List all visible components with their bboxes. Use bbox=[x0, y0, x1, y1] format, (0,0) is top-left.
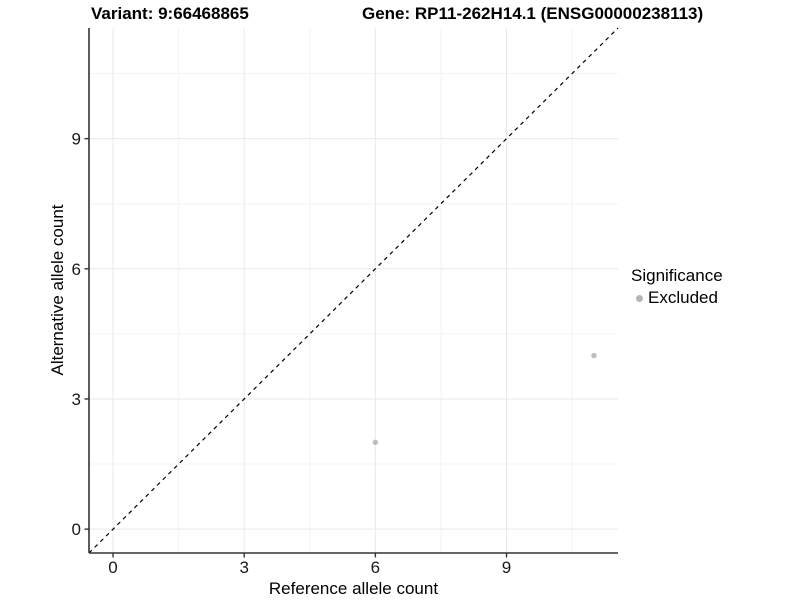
x-tick-label: 3 bbox=[239, 558, 248, 577]
legend: Significance Excluded bbox=[631, 266, 723, 308]
identity-line bbox=[88, 27, 619, 554]
y-tick-label: 3 bbox=[72, 390, 81, 409]
legend-title: Significance bbox=[631, 266, 723, 285]
y-tick-label: 0 bbox=[72, 520, 81, 539]
legend-item-excluded: Excluded bbox=[631, 288, 723, 308]
variant-title: Variant: 9:66468865 bbox=[91, 4, 249, 23]
legend-point-icon bbox=[636, 294, 643, 302]
y-tick-label: 9 bbox=[72, 130, 81, 149]
legend-item-label: Excluded bbox=[648, 288, 718, 307]
x-tick-label: 0 bbox=[108, 558, 117, 577]
y-tick-label: 6 bbox=[72, 260, 81, 279]
x-axis-title: Reference allele count bbox=[268, 579, 439, 598]
x-tick-label: 6 bbox=[371, 558, 380, 577]
data-point bbox=[591, 352, 597, 359]
gene-title: Gene: RP11-262H14.1 (ENSG00000238113) bbox=[362, 4, 704, 23]
legend-key bbox=[631, 290, 648, 307]
y-axis-title-text: Alternative allele count bbox=[48, 204, 67, 376]
x-tick-label: 9 bbox=[502, 558, 511, 577]
data-point bbox=[372, 439, 379, 446]
